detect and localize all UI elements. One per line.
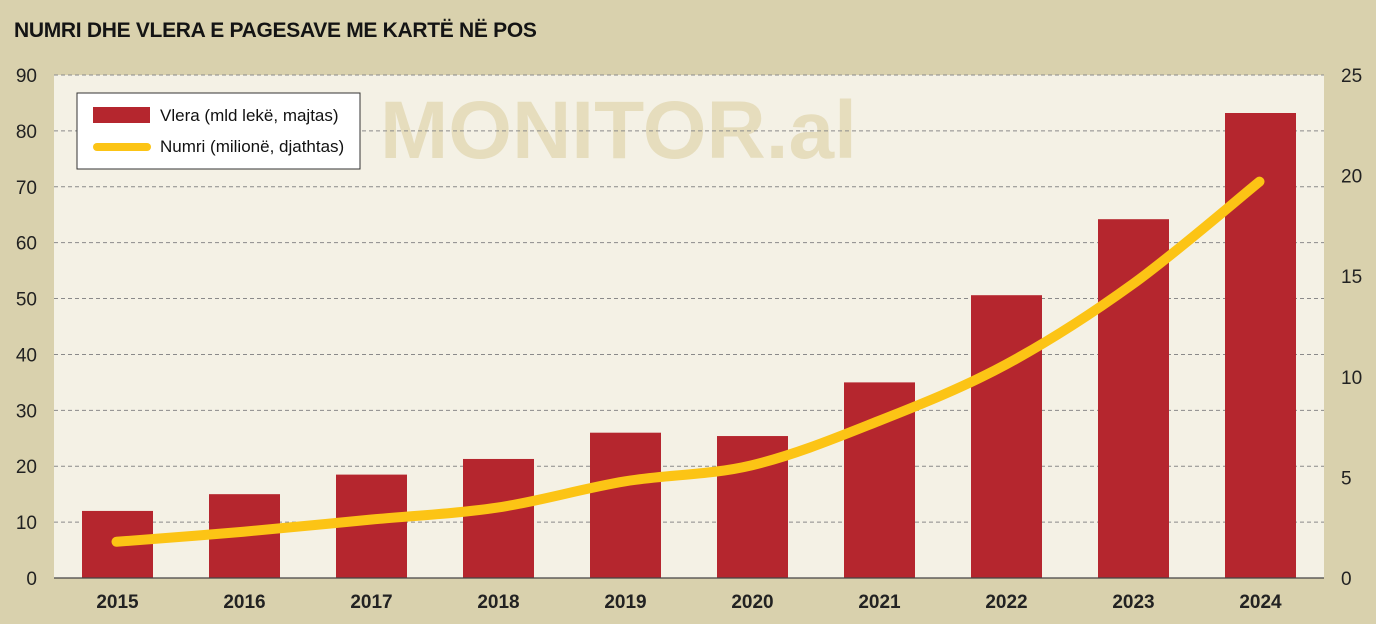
y-tick-right: 5 [1341, 468, 1352, 489]
legend-box [76, 92, 361, 170]
y-tick-left: 80 [16, 122, 37, 143]
y-tick-left: 30 [16, 401, 37, 422]
y-tick-right: 25 [1341, 66, 1362, 87]
left-axis: 0 10 20 30 40 50 60 70 80 90 [16, 66, 37, 590]
bar [590, 432, 661, 578]
bar [971, 295, 1042, 578]
x-tick: 2018 [477, 592, 519, 613]
y-tick-left: 20 [16, 457, 37, 478]
y-tick-left: 10 [16, 513, 37, 534]
y-tick-left: 0 [26, 569, 37, 590]
x-tick: 2021 [858, 592, 901, 613]
legend-label-value: Vlera (mld lekë, majtas) [160, 106, 339, 125]
bar-series [82, 113, 1296, 578]
x-tick: 2024 [1239, 592, 1282, 613]
x-tick: 2019 [604, 592, 646, 613]
y-tick-left: 50 [16, 290, 37, 311]
y-tick-right: 15 [1341, 267, 1362, 288]
right-axis: 0 5 10 15 20 25 [1341, 66, 1362, 590]
line-path [111, 176, 1265, 547]
x-tick: 2022 [985, 592, 1027, 613]
y-tick-right: 0 [1341, 569, 1352, 590]
y-tick-right: 10 [1341, 368, 1362, 389]
bar [1225, 113, 1296, 578]
line-series [111, 176, 1265, 547]
x-tick: 2015 [96, 592, 139, 613]
y-tick-left: 40 [16, 345, 37, 366]
y-tick-left: 70 [16, 178, 37, 199]
x-tick: 2017 [350, 592, 392, 613]
y-tick-left: 90 [16, 66, 37, 87]
x-tick: 2023 [1112, 592, 1154, 613]
y-tick-left: 60 [16, 234, 37, 255]
legend-label-count: Numri (milionë, djathtas) [160, 137, 344, 156]
legend-swatch-bar [93, 107, 150, 123]
x-tick: 2016 [223, 592, 265, 613]
bar [1098, 219, 1169, 578]
y-tick-right: 20 [1341, 167, 1362, 188]
chart-title: NUMRI DHE VLERA E PAGESAVE ME KARTË NË P… [14, 19, 537, 42]
bar [463, 458, 534, 578]
legend: Vlera (mld lekë, majtas) Numri (milionë,… [76, 92, 361, 170]
x-tick: 2020 [731, 592, 773, 613]
x-axis: 2015 2016 2017 2018 2019 2020 2021 2022 2023 2024 [96, 592, 1282, 613]
